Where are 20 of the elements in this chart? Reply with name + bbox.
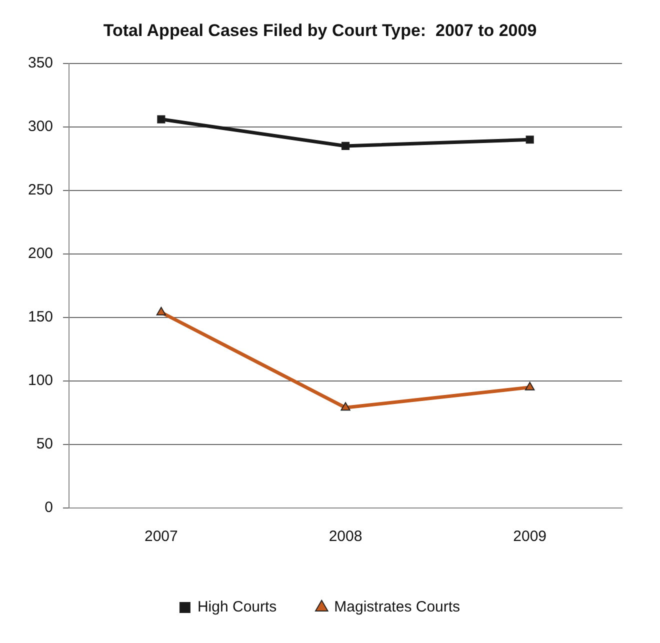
y-tick-label: 50 <box>36 436 54 453</box>
point <box>340 402 350 411</box>
point <box>525 382 535 390</box>
legend-label: High Courts <box>197 598 277 616</box>
point <box>156 306 166 316</box>
point <box>157 115 166 124</box>
x-tick-label: 2007 <box>144 528 178 546</box>
chart-title: Total Appeal Cases Filed by Court Type: 2007 to 2009 <box>103 20 537 40</box>
point <box>341 142 350 150</box>
y-tick-label: 300 <box>28 118 54 136</box>
y-tick-label: 150 <box>28 308 54 326</box>
y-tick-label: 100 <box>28 372 54 390</box>
y-tick-label: 250 <box>28 182 54 199</box>
legend-label: Magistrates Courts <box>334 598 460 616</box>
x-tick-label: 2009 <box>513 528 547 546</box>
y-tick-label: 200 <box>28 245 54 262</box>
x-tick-label: 2008 <box>328 528 362 546</box>
y-tick-label: 350 <box>28 54 54 72</box>
point <box>526 136 534 144</box>
y-tick-label: 0 <box>44 499 54 516</box>
